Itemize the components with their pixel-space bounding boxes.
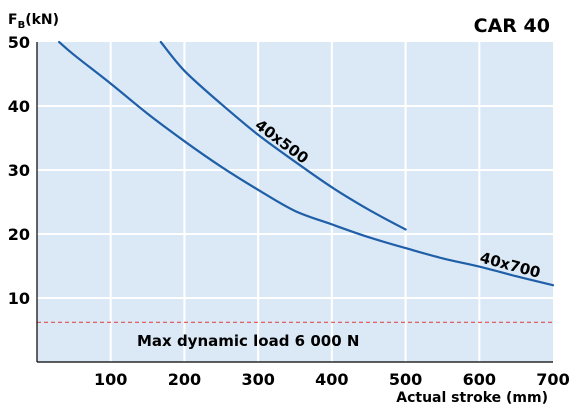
max-dynamic-load-label: Max dynamic load 6 000 N [137, 332, 359, 350]
y-axis-label: FB(kN) [8, 12, 59, 31]
y-tick-label-20: 20 [8, 225, 30, 244]
y-tick-label-50: 50 [8, 33, 30, 52]
series-line-40x700 [58, 40, 555, 287]
series-group [58, 40, 555, 287]
x-tick-label-300: 300 [241, 370, 274, 389]
y-axis-label-sub: B [18, 20, 26, 31]
x-tick-label-400: 400 [315, 370, 348, 389]
chart-title: CAR 40 [474, 15, 550, 37]
x-tick-label-500: 500 [389, 370, 422, 389]
y-tick-label-40: 40 [8, 97, 30, 116]
x-tick-label-700: 700 [536, 370, 569, 389]
y-tick-label-30: 30 [8, 161, 30, 180]
x-tick-label-600: 600 [463, 370, 496, 389]
series-line-40x500 [159, 40, 407, 231]
y-axis-label-main: F [8, 12, 18, 28]
y-tick-labels: 10 20 30 40 50 [8, 33, 30, 308]
y-tick-label-10: 10 [8, 289, 30, 308]
x-tick-labels: 100 200 300 400 500 600 700 [94, 370, 570, 389]
plot-background [37, 42, 553, 362]
x-tick-label-100: 100 [94, 370, 127, 389]
grid [37, 42, 553, 362]
x-axis-label: Actual stroke (mm) [396, 390, 548, 406]
x-tick-label-200: 200 [168, 370, 201, 389]
y-axis-label-unit: (kN) [25, 12, 59, 28]
